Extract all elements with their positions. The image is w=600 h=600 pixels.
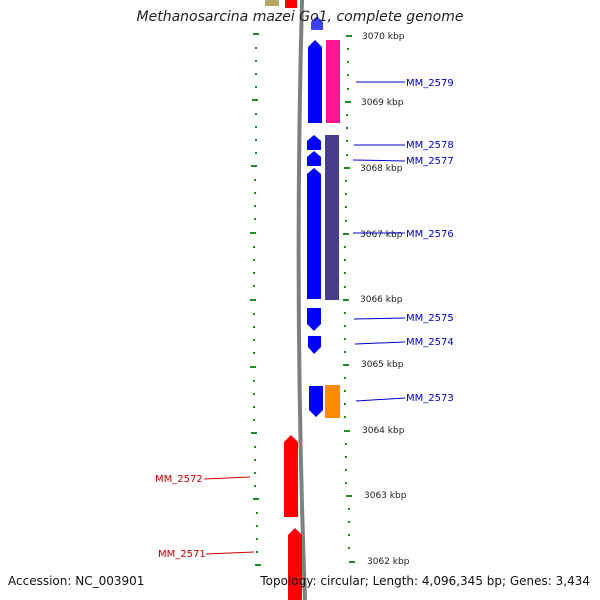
gene-label-MM_2575[interactable]: MM_2575: [406, 313, 454, 324]
leader-line-MM_2577: [352, 159, 406, 162]
gene-MM_2577[interactable]: [307, 151, 321, 166]
gene-label-MM_2579[interactable]: MM_2579: [406, 78, 454, 89]
genome-backbone: [296, 0, 307, 600]
gene-label-MM_2578[interactable]: MM_2578: [406, 140, 454, 151]
left-scale: [250, 33, 261, 566]
gene-label-MM_2572[interactable]: MM_2572: [155, 474, 203, 485]
tick-label: 3067 kbp: [360, 230, 403, 240]
gene-label-MM_2571[interactable]: MM_2571: [158, 549, 206, 560]
leader-line-MM_2572: [203, 476, 251, 480]
gene-label-MM_2574[interactable]: MM_2574: [406, 337, 454, 348]
gene-label-MM_2577[interactable]: MM_2577: [406, 156, 454, 167]
tick-label: 3063 kbp: [364, 491, 407, 501]
gene-MM_2574[interactable]: [308, 336, 321, 354]
map-title: Methanosarcina mazei Go1, complete genom…: [136, 9, 464, 25]
gene-MM_2573[interactable]: [309, 386, 323, 417]
gene-MM_2571[interactable]: [288, 528, 302, 600]
gene-label-MM_2576[interactable]: MM_2576: [406, 229, 454, 240]
tick-label: 3065 kbp: [361, 360, 404, 370]
feature-MM_2573: [325, 385, 340, 418]
tick-label: 3066 kbp: [360, 295, 403, 305]
gene-MM_2572[interactable]: [284, 435, 298, 517]
accession-label: Accession: NC_003901: [8, 574, 145, 588]
topology-label: Topology: circular; Length: 4,096,345 bp…: [260, 574, 590, 588]
feature-MM_2578-2576: [325, 135, 339, 300]
gene-MM_2575[interactable]: [307, 308, 321, 331]
tick-label: 3070 kbp: [362, 32, 405, 42]
gene-label-MM_2573[interactable]: MM_2573: [406, 393, 454, 404]
partial-feature-top-left: [265, 0, 279, 6]
tick-label: 3062 kbp: [367, 557, 410, 567]
leader-line-MM_2575: [353, 317, 406, 320]
leader-line-MM_2574: [354, 341, 406, 345]
leader-line-MM_2573: [355, 397, 406, 402]
tick-label: 3064 kbp: [362, 426, 405, 436]
partial-gene-top: [285, 0, 297, 8]
right-scale: [343, 35, 355, 563]
gene-MM_2578[interactable]: [307, 135, 321, 150]
leader-line-MM_2571: [205, 551, 255, 555]
feature-MM_2579: [326, 40, 340, 123]
gene-MM_2579[interactable]: [308, 40, 322, 123]
tick-label: 3068 kbp: [360, 164, 403, 174]
tick-label: 3069 kbp: [361, 98, 404, 108]
partial-gene-top-reverse: [311, 16, 323, 30]
gene-MM_2576[interactable]: [307, 168, 321, 299]
